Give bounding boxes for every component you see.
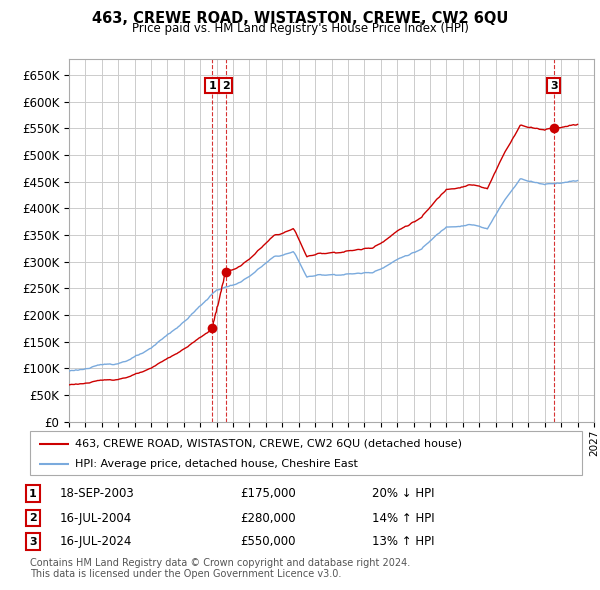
Text: 463, CREWE ROAD, WISTASTON, CREWE, CW2 6QU (detached house): 463, CREWE ROAD, WISTASTON, CREWE, CW2 6… [75, 439, 462, 449]
Text: 13% ↑ HPI: 13% ↑ HPI [372, 535, 434, 548]
Text: 3: 3 [29, 537, 37, 546]
Text: 16-JUL-2004: 16-JUL-2004 [60, 512, 132, 525]
Text: £550,000: £550,000 [240, 535, 296, 548]
Text: 463, CREWE ROAD, WISTASTON, CREWE, CW2 6QU: 463, CREWE ROAD, WISTASTON, CREWE, CW2 6… [92, 11, 508, 25]
Text: This data is licensed under the Open Government Licence v3.0.: This data is licensed under the Open Gov… [30, 569, 341, 579]
Text: 3: 3 [550, 81, 557, 91]
Text: £175,000: £175,000 [240, 487, 296, 500]
Text: 1: 1 [29, 489, 37, 499]
Text: 16-JUL-2024: 16-JUL-2024 [60, 535, 133, 548]
Text: HPI: Average price, detached house, Cheshire East: HPI: Average price, detached house, Ches… [75, 459, 358, 469]
Text: Contains HM Land Registry data © Crown copyright and database right 2024.: Contains HM Land Registry data © Crown c… [30, 558, 410, 568]
Text: 2: 2 [29, 513, 37, 523]
Text: 18-SEP-2003: 18-SEP-2003 [60, 487, 135, 500]
Text: 14% ↑ HPI: 14% ↑ HPI [372, 512, 434, 525]
Text: 2: 2 [221, 81, 229, 91]
Text: £280,000: £280,000 [240, 512, 296, 525]
Text: 20% ↓ HPI: 20% ↓ HPI [372, 487, 434, 500]
Text: Price paid vs. HM Land Registry's House Price Index (HPI): Price paid vs. HM Land Registry's House … [131, 22, 469, 35]
Text: 1: 1 [208, 81, 216, 91]
